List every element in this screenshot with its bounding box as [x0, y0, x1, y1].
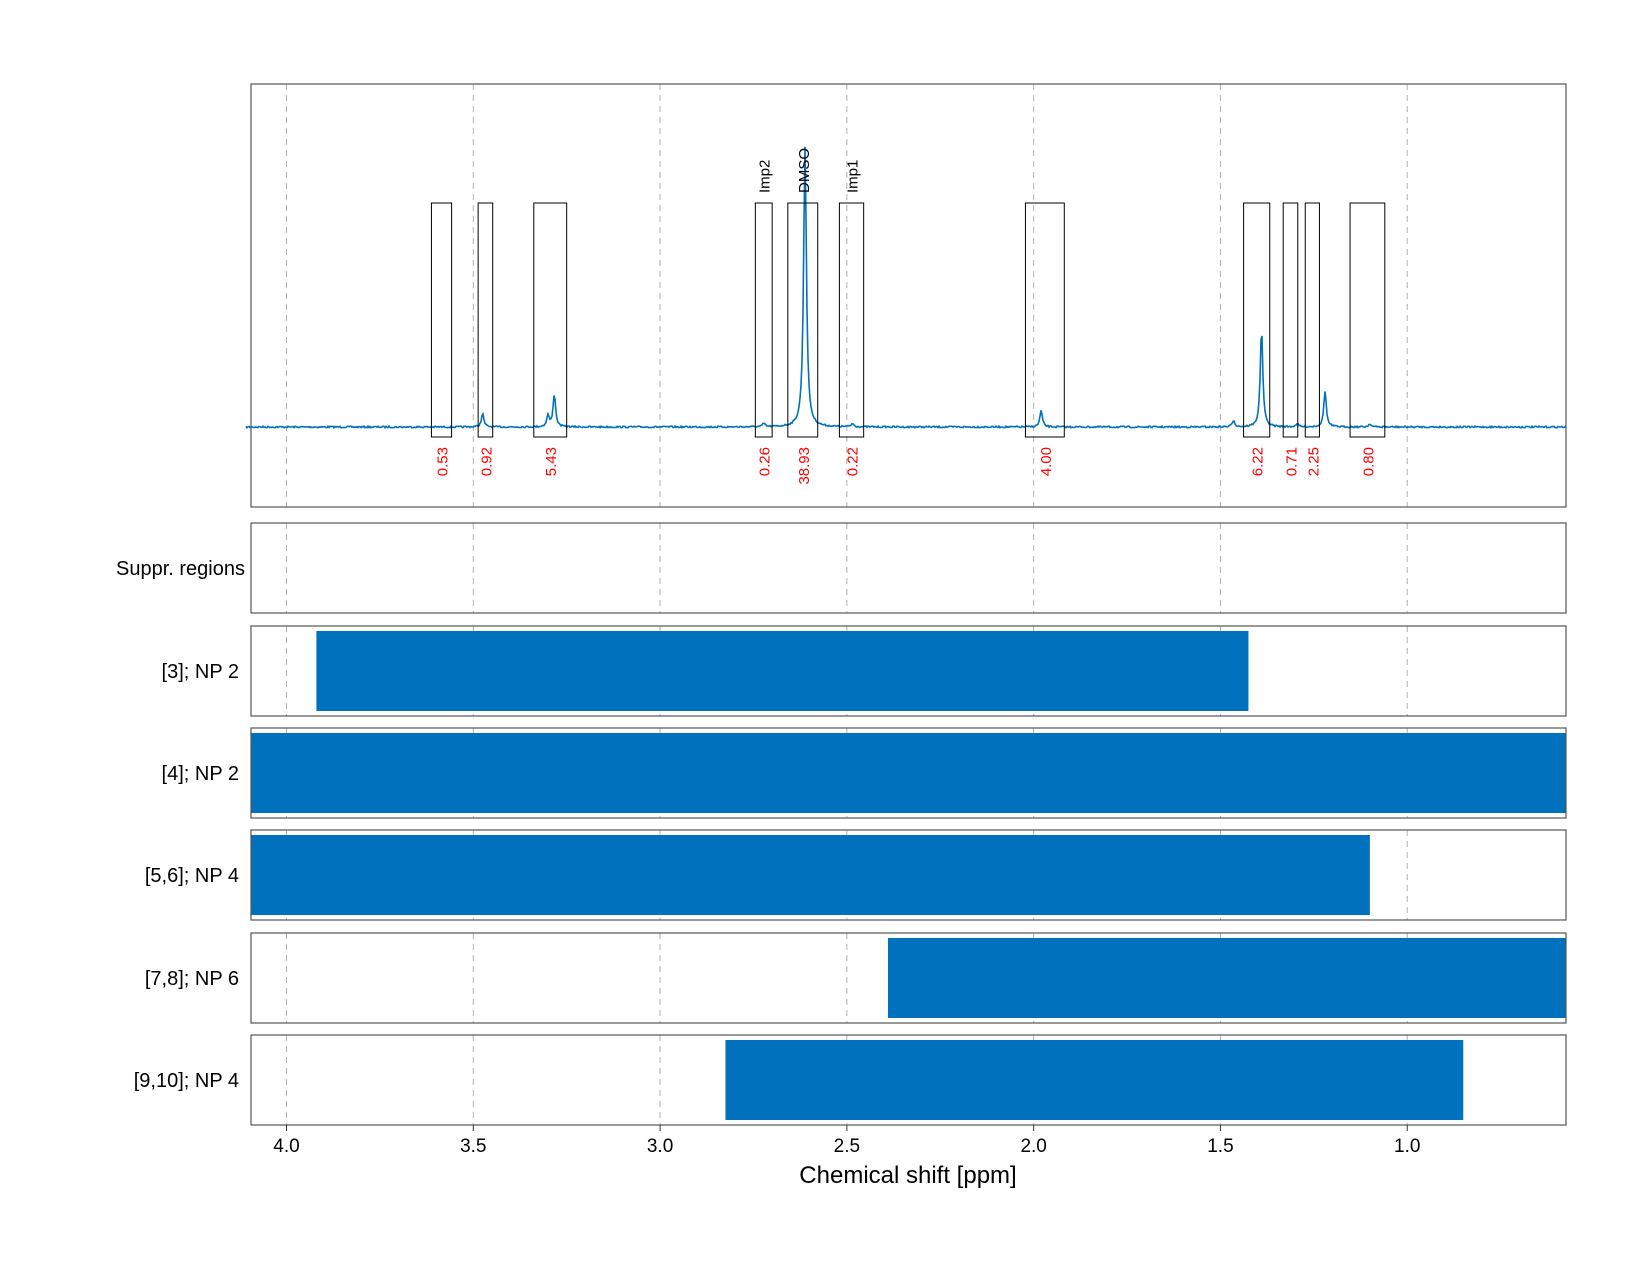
panel-frame [250, 1034, 1567, 1126]
spectrum-panel: 0.53 0.92 5.43 0.26 Imp2 38.93 DMSO 0.22 Imp1 4.0… [245, 83, 1567, 508]
panel-frame [250, 625, 1567, 717]
panel-frame [250, 522, 1567, 614]
integral-value: 0.92 [478, 447, 495, 476]
integration-box [1024, 202, 1065, 438]
range-bar [887, 938, 1566, 1018]
integral-value: 0.71 [1283, 447, 1300, 476]
x-tick-label: 2.0 [1020, 1136, 1046, 1157]
panel-label: [3]; NP 2 [162, 661, 239, 683]
integration-box [787, 202, 819, 438]
range-panel: [3]; NP 2 [162, 625, 1567, 717]
integral-value: 2.25 [1305, 447, 1322, 476]
integral-value: 0.53 [435, 447, 452, 476]
x-tick-label: 1.5 [1207, 1136, 1233, 1157]
integration-box [477, 202, 494, 438]
integration-box [533, 202, 568, 438]
integral-value: 0.22 [845, 447, 862, 476]
integration-box [1304, 202, 1320, 438]
panel-frame [250, 932, 1567, 1024]
range-panel: [9,10]; NP 4 [134, 1034, 1567, 1126]
integration-region: 0.80 [1349, 202, 1386, 476]
range-panel: [7,8]; NP 6 [145, 932, 1567, 1024]
integral-value: 4.00 [1038, 447, 1055, 476]
panel-label: [7,8]; NP 6 [145, 968, 239, 990]
region-label: Imp1 [845, 160, 862, 193]
panel-frame [250, 727, 1567, 819]
integration-box [430, 202, 453, 438]
x-tick-label: 3.0 [647, 1136, 673, 1157]
integration-region: 0.92 [477, 202, 495, 476]
integration-region: 4.00 [1024, 202, 1065, 476]
integration-box [1282, 202, 1299, 438]
x-tick-label: 2.5 [834, 1136, 860, 1157]
integration-region: 38.93 DMSO [787, 148, 819, 485]
integration-region: 6.22 [1243, 202, 1271, 476]
integration-region: 0.53 [430, 202, 453, 476]
range-bar [251, 835, 1370, 915]
integration-region: 0.22 Imp1 [838, 160, 865, 476]
x-tick-label: 4.0 [273, 1136, 299, 1157]
integration-region: 0.71 [1282, 202, 1300, 476]
integration-region: 5.43 [533, 202, 568, 476]
integral-value: 0.80 [1360, 447, 1377, 476]
integral-value: 0.26 [757, 447, 774, 476]
spectrum-frame [250, 83, 1567, 508]
panel-label: [4]; NP 2 [162, 763, 239, 785]
x-tick-label: 1.0 [1394, 1136, 1420, 1157]
range-panel: [5,6]; NP 4 [145, 829, 1567, 921]
integral-value: 38.93 [796, 447, 813, 485]
spectrum-line [245, 146, 1567, 430]
integration-box [1349, 202, 1386, 438]
range-panels: Suppr. regions [3]; NP 2 [4]; NP 2 [5,6]; N… [116, 522, 1567, 1126]
range-panel: [4]; NP 2 [162, 727, 1567, 819]
integral-value: 6.22 [1250, 447, 1267, 476]
panel-label: [9,10]; NP 4 [134, 1070, 239, 1092]
range-bar [251, 733, 1566, 813]
integral-value: 5.43 [543, 447, 560, 476]
panel-frame [250, 829, 1567, 921]
integration-region: 0.26 Imp2 [754, 160, 774, 476]
region-label: Imp2 [757, 160, 774, 193]
range-bar [725, 1040, 1464, 1120]
range-bar [316, 631, 1249, 711]
integration-box [754, 202, 773, 438]
x-axis: 4.0 3.5 3.0 2.5 2.0 1.5 1.0 [273, 1125, 1420, 1157]
x-tick-label: 3.5 [460, 1136, 486, 1157]
integration-box [838, 202, 865, 438]
range-panel: Suppr. regions [116, 522, 1567, 614]
panel-label: [5,6]; NP 4 [145, 865, 239, 887]
integration-box [1243, 202, 1271, 438]
x-axis-label: Chemical shift [ppm] [799, 1162, 1016, 1189]
region-label: DMSO [796, 148, 813, 193]
integration-region: 2.25 [1304, 202, 1322, 476]
panel-label: Suppr. regions [116, 558, 245, 580]
